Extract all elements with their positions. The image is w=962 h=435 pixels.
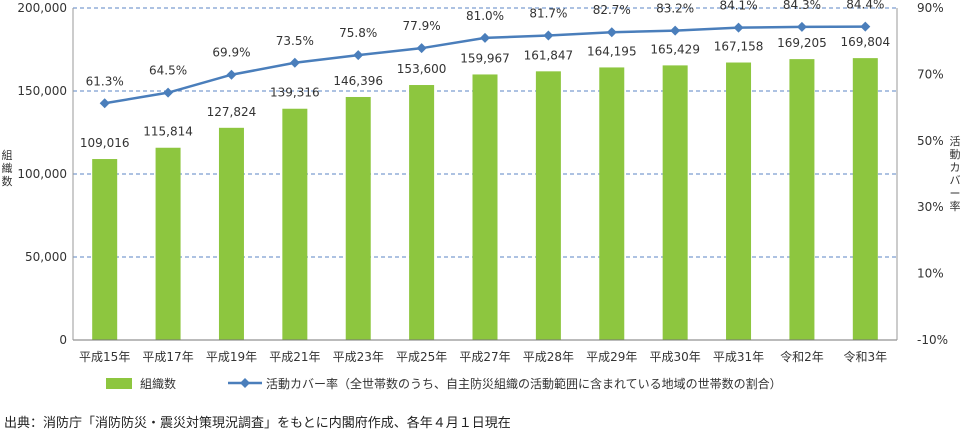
bar (852, 58, 878, 340)
bar-value-label: 153,600 (397, 62, 447, 76)
left-tick-label: 200,000 (17, 1, 67, 15)
line-point (733, 22, 744, 33)
left-tick-label: 50,000 (25, 250, 67, 264)
bar (726, 62, 752, 340)
axis-layer (72, 8, 898, 341)
line-value-label: 69.9% (212, 46, 250, 60)
line-value-label: 81.0% (466, 9, 504, 23)
bar (155, 147, 181, 340)
x-tick-label: 平成27年 (459, 350, 510, 364)
x-tick-label: 平成25年 (396, 350, 447, 364)
bar (92, 159, 118, 340)
bar-value-label: 146,396 (333, 74, 383, 88)
x-tick-label: 平成19年 (206, 350, 257, 364)
bar-value-label: 169,804 (840, 35, 890, 49)
bar (345, 96, 371, 341)
source-note: 出典：消防庁「消防防災・震災対策現況調査」をもとに内閣府作成、各年４月１日現在 (4, 415, 511, 431)
bar (282, 108, 308, 340)
bar-layer (92, 58, 878, 341)
line-value-label: 64.5% (149, 64, 187, 78)
x-tick-label: 平成21年 (269, 350, 320, 364)
bar-value-label: 159,967 (460, 51, 510, 65)
x-tick-label: 令和3年 (843, 349, 887, 364)
bar-value-label: 139,316 (270, 86, 320, 100)
line-value-label: 73.5% (276, 34, 314, 48)
line-labels: 61.3% 64.5% 69.9% 73.5% 75.8% 77.9% 81.0% 81.7%… (86, 0, 885, 88)
line-point (543, 30, 554, 41)
bar-value-label: 167,158 (714, 40, 764, 54)
bar-value-label: 127,824 (207, 105, 257, 119)
right-tick-label: 50% (917, 134, 944, 148)
x-axis-ticks: 平成15年 平成17年 平成19年 平成21年 平成23年 平成25年 平成27年 平成28年… (79, 349, 887, 364)
right-tick-label: -10% (917, 333, 948, 347)
line-point (99, 98, 110, 109)
line-point (606, 27, 617, 38)
line-point (289, 57, 300, 68)
bar (599, 67, 625, 340)
left-tick-label: 150,000 (17, 84, 67, 98)
axis-titles: 組織数 活動カバー率 (2, 135, 961, 213)
right-axis-title: 活動カバー率 (950, 135, 961, 213)
right-tick-label: 90% (917, 1, 944, 15)
x-tick-label: 平成17年 (142, 350, 193, 364)
right-tick-label: 70% (917, 67, 944, 81)
x-tick-label: 平成15年 (79, 350, 130, 364)
left-tick-label: 100,000 (17, 167, 67, 181)
x-tick-label: 平成29年 (586, 350, 637, 364)
grid-layer (73, 7, 897, 258)
line-value-label: 84.4% (846, 0, 884, 12)
bar-labels: 109,016 115,814 127,824 139,316 146,396 153,6… (80, 35, 890, 150)
bar-value-label: 169,205 (777, 36, 827, 50)
bar-value-label: 161,847 (524, 48, 574, 62)
left-axis-title: 組織数 (2, 149, 13, 188)
x-tick-label: 平成31年 (713, 350, 764, 364)
bar-value-label: 164,195 (587, 44, 637, 58)
bar-value-label: 165,429 (650, 42, 700, 56)
right-tick-label: 10% (917, 267, 944, 281)
bar (535, 71, 561, 340)
line-layer (99, 21, 871, 109)
line-value-label: 61.3% (86, 74, 124, 88)
x-tick-label: 平成23年 (333, 350, 384, 364)
line-value-label: 83.2% (656, 2, 694, 16)
line-value-label: 77.9% (403, 19, 441, 33)
line-point (670, 25, 681, 36)
x-tick-label: 平成28年 (523, 350, 574, 364)
bar (218, 127, 244, 340)
line-point (353, 50, 364, 61)
legend-bar-swatch (106, 378, 132, 389)
legend: 組織数 活動カバー率（全世帯数のうち、自主防災組織の活動範囲に含まれている地域の… (106, 376, 782, 391)
line-value-label: 75.8% (339, 26, 377, 40)
legend-line-marker (240, 378, 250, 388)
right-tick-label: 30% (917, 200, 944, 214)
bar (789, 59, 815, 341)
left-axis-ticks: 0 50,000 100,000 150,000 200,000 (17, 1, 67, 347)
x-tick-label: 令和2年 (780, 349, 824, 364)
line-point (796, 21, 807, 32)
line-point (480, 32, 490, 43)
line-value-label: 84.1% (719, 0, 757, 13)
line-value-label: 81.7% (529, 7, 567, 21)
line-value-label: 84.3% (783, 0, 821, 12)
bar-value-label: 109,016 (80, 136, 130, 150)
line-value-label: 82.7% (593, 3, 631, 17)
x-tick-label: 平成30年 (650, 350, 701, 364)
legend-line-label: 活動カバー率（全世帯数のうち、自主防災組織の活動範囲に含まれている地域の世帯数の… (266, 376, 782, 391)
legend-bar-label: 組織数 (140, 376, 176, 391)
bar (472, 74, 498, 341)
line-point (226, 69, 237, 80)
line-point (416, 43, 427, 54)
line-point (163, 87, 174, 98)
right-axis-ticks: -10% 10% 30% 50% 70% 90% (917, 1, 948, 347)
bar (662, 65, 688, 340)
bar (409, 85, 435, 340)
bar-value-label: 115,814 (143, 125, 193, 139)
line-point (860, 21, 871, 32)
left-tick-label: 0 (59, 333, 67, 347)
